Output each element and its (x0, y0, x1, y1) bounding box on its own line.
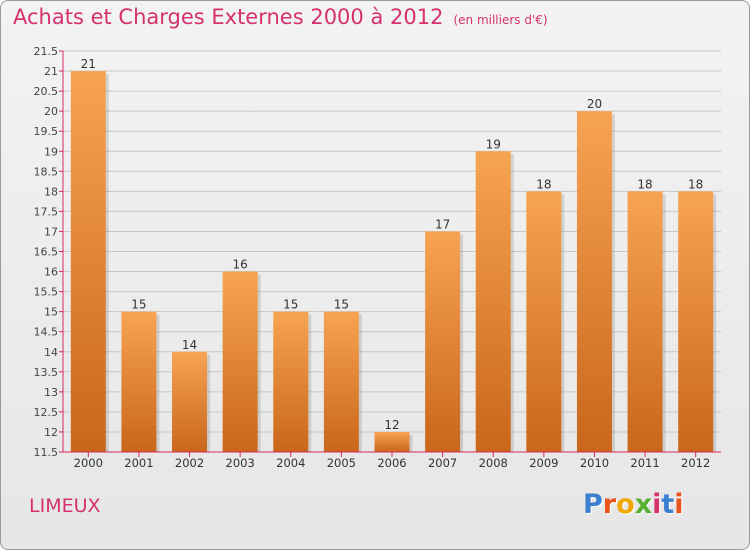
bars (70, 71, 717, 453)
value-label: 16 (233, 258, 248, 272)
logo-letter: o (616, 489, 635, 520)
logo-letter: t (661, 489, 675, 520)
y-axis-ticks: 11.5 12 12.5 13 13.5 14 14.5 15 15.5 16 16.5 17 17.5… (34, 45, 63, 459)
bar (627, 191, 663, 452)
value-label: 15 (131, 298, 146, 312)
x-tick-label: 2001 (124, 456, 153, 470)
y-tick-label: 18 (44, 185, 58, 198)
value-label: 14 (182, 338, 197, 352)
x-axis-ticks: 2000 2001 2002 2003 2004 2005 2006 2007 2008 2009… (74, 452, 710, 470)
value-label: 20 (587, 97, 602, 111)
bar (678, 191, 714, 452)
value-label: 18 (688, 177, 703, 191)
y-tick-label: 14.5 (34, 326, 59, 339)
value-label: 17 (435, 217, 450, 231)
y-tick-label: 20.5 (34, 85, 59, 98)
bar (323, 311, 359, 452)
chart-title: Achats et Charges Externes 2000 à 2012 (e… (13, 5, 548, 29)
x-tick-label: 2004 (276, 456, 305, 470)
bar (374, 431, 410, 452)
y-tick-label: 18.5 (34, 165, 59, 178)
bar (526, 191, 562, 452)
y-tick-label: 14 (44, 346, 58, 359)
x-tick-label: 2003 (226, 456, 255, 470)
logo-letter: P (583, 489, 603, 520)
value-label: 15 (334, 298, 349, 312)
y-tick-label: 16.5 (34, 246, 59, 259)
bar (70, 71, 106, 453)
chart-title-text: Achats et Charges Externes 2000 à 2012 (13, 5, 444, 29)
y-tick-label: 13 (44, 386, 58, 399)
x-tick-label: 2009 (529, 456, 558, 470)
grid-lines (63, 50, 721, 453)
y-tick-label: 19 (44, 145, 58, 158)
y-tick-label: 13.5 (34, 366, 59, 379)
logo-letter: i (674, 489, 684, 520)
value-labels: 21 15 14 16 15 15 12 17 19 18 20 18 18 (81, 57, 704, 432)
proxiti-logo[interactable]: Proxiti (583, 489, 684, 520)
y-tick-label: 11.5 (34, 446, 59, 459)
x-tick-label: 2012 (681, 456, 710, 470)
logo-letter: i (652, 489, 662, 520)
y-tick-label: 17 (44, 225, 58, 238)
y-tick-label: 20 (44, 105, 58, 118)
x-tick-label: 2000 (74, 456, 103, 470)
y-tick-label: 15 (44, 306, 58, 319)
logo-letter: r (602, 489, 617, 520)
value-label: 18 (536, 177, 551, 191)
y-tick-label: 17.5 (34, 205, 59, 218)
logo-letter: x (634, 489, 653, 520)
y-tick-label: 15.5 (34, 286, 59, 299)
x-tick-label: 2002 (175, 456, 204, 470)
bar (273, 311, 309, 452)
value-label: 12 (384, 418, 399, 432)
bar (172, 351, 208, 452)
bar (475, 151, 511, 452)
y-tick-label: 21 (44, 65, 58, 78)
x-tick-label: 2011 (630, 456, 659, 470)
value-label: 18 (637, 177, 652, 191)
x-tick-label: 2010 (580, 456, 609, 470)
y-tick-label: 12.5 (34, 406, 59, 419)
value-label: 21 (81, 57, 96, 71)
bar (576, 111, 612, 453)
x-tick-label: 2008 (479, 456, 508, 470)
x-tick-label: 2005 (327, 456, 356, 470)
x-tick-label: 2006 (377, 456, 406, 470)
bar (222, 271, 258, 452)
y-tick-label: 21.5 (34, 45, 59, 58)
y-tick-label: 19.5 (34, 125, 59, 138)
y-tick-label: 16 (44, 266, 58, 279)
bar (425, 231, 461, 452)
value-label: 15 (283, 298, 298, 312)
commune-name: LIMEUX (29, 495, 101, 517)
x-tick-label: 2007 (428, 456, 457, 470)
y-tick-label: 12 (44, 426, 58, 439)
value-label: 19 (486, 137, 501, 151)
chart-unit: (en milliers d'€) (453, 13, 548, 27)
bar (121, 311, 157, 452)
